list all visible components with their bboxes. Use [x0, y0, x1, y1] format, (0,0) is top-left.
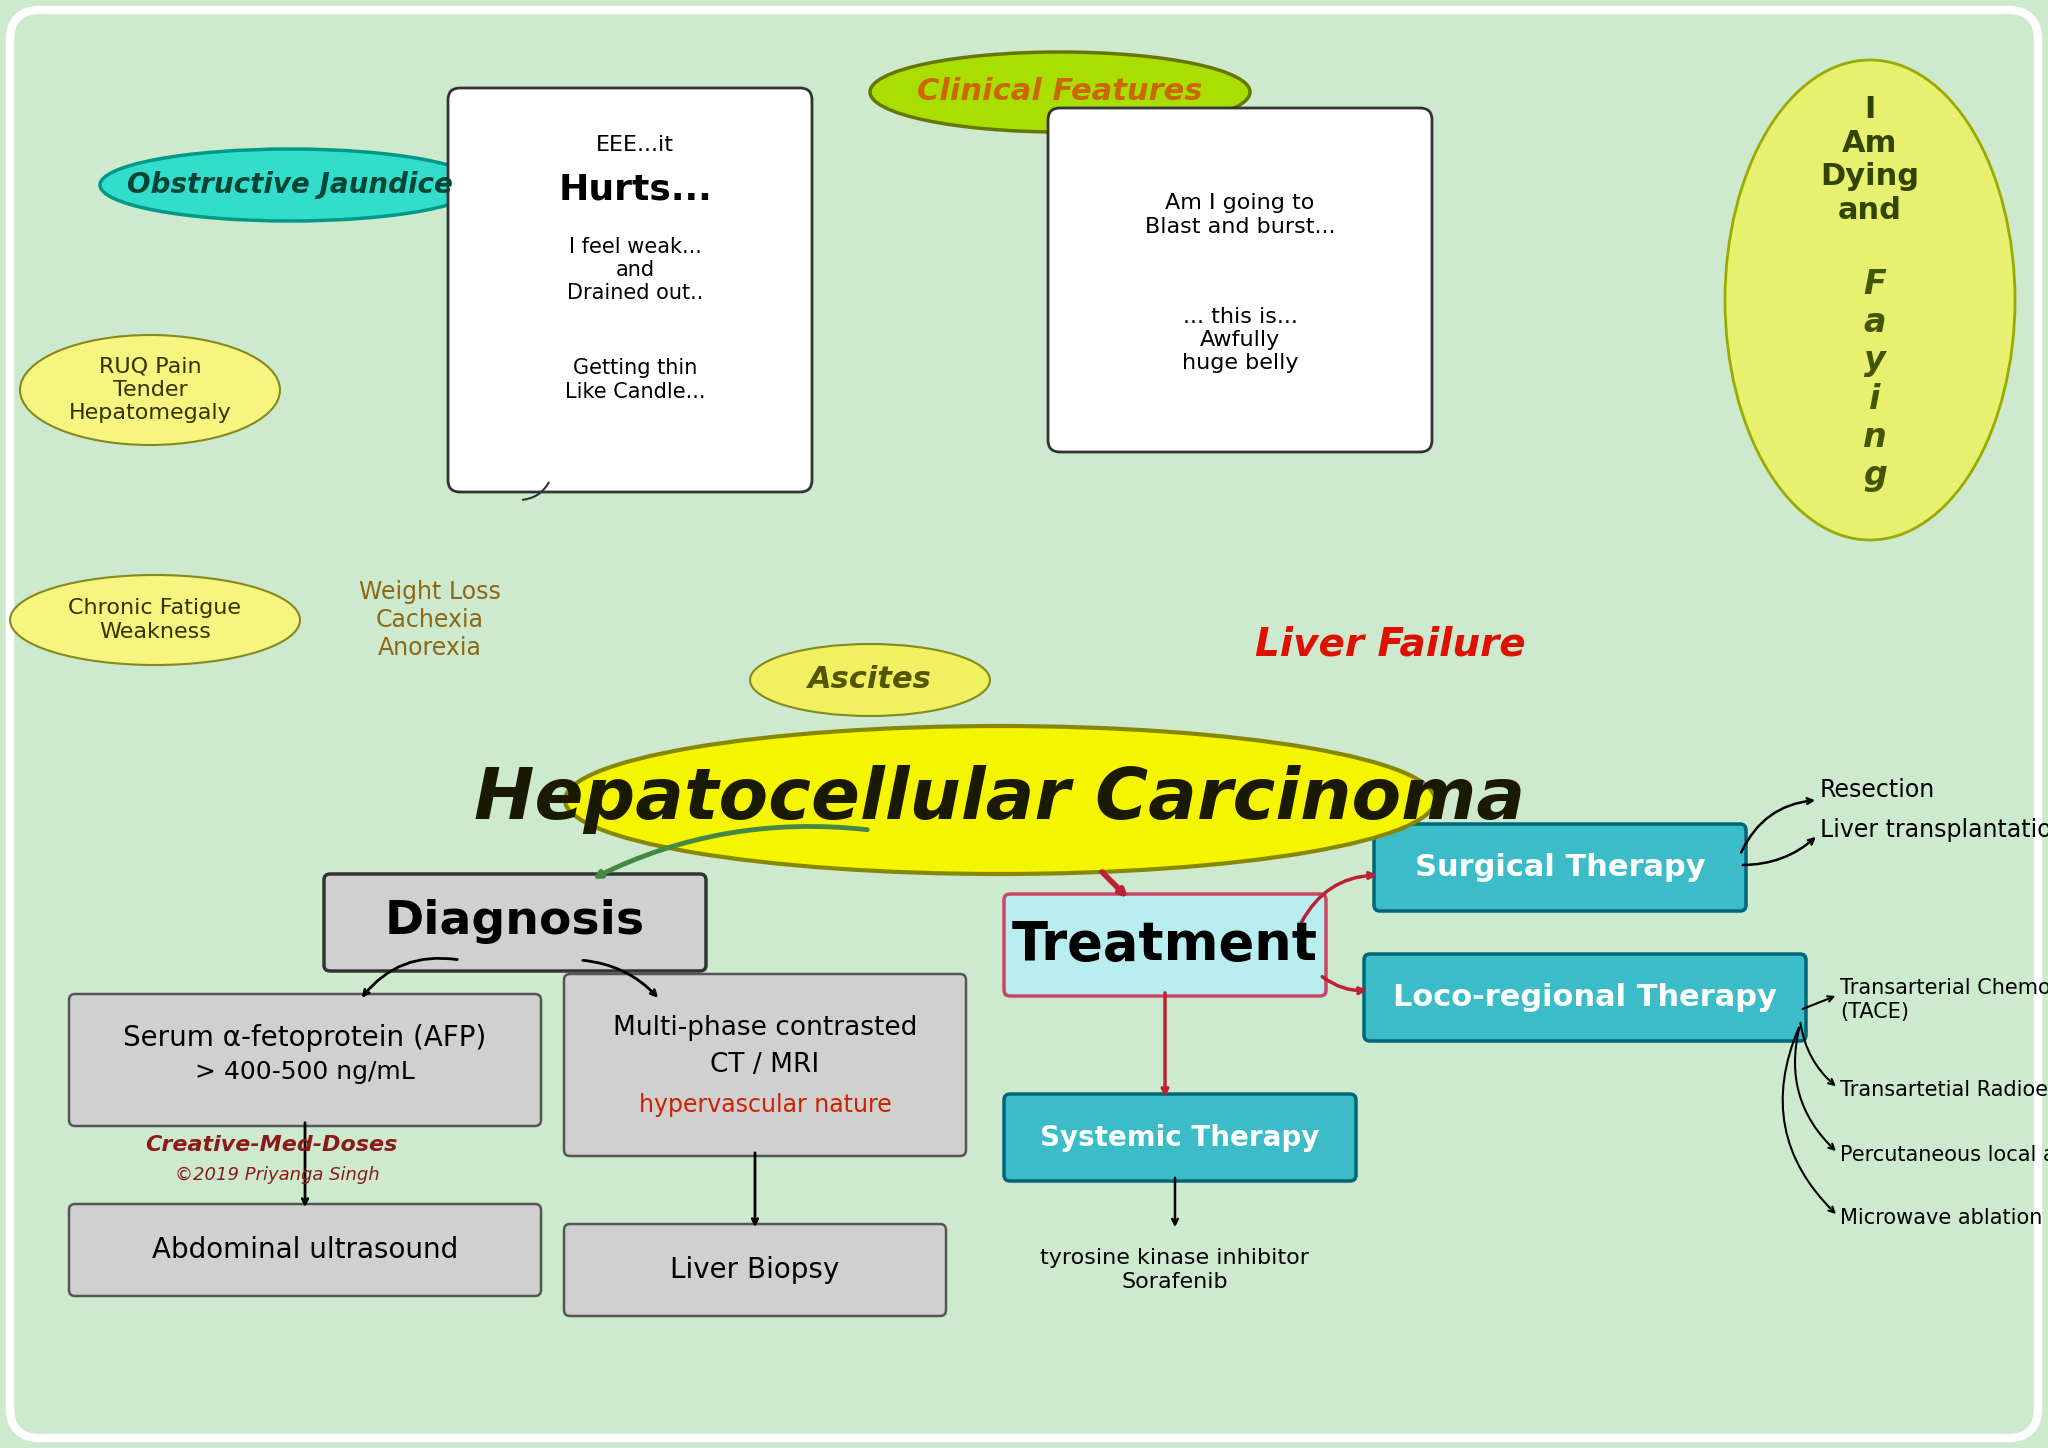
- Text: Clinical Features: Clinical Features: [918, 78, 1202, 107]
- Text: Systemic Therapy: Systemic Therapy: [1040, 1124, 1319, 1153]
- Text: Getting thin
Like Candle...: Getting thin Like Candle...: [565, 359, 705, 401]
- FancyBboxPatch shape: [563, 975, 967, 1156]
- Text: Weight Loss
Cachexia
Anorexia: Weight Loss Cachexia Anorexia: [358, 581, 502, 660]
- Text: Serum α-fetoprotein (AFP): Serum α-fetoprotein (AFP): [123, 1024, 487, 1053]
- Ellipse shape: [20, 334, 281, 445]
- Ellipse shape: [565, 725, 1436, 875]
- Text: EEE...it: EEE...it: [596, 135, 674, 155]
- Text: F
a
y
i
n
g: F a y i n g: [1864, 268, 1886, 492]
- Text: Resection: Resection: [1821, 778, 1935, 802]
- FancyBboxPatch shape: [70, 1203, 541, 1296]
- FancyBboxPatch shape: [563, 1224, 946, 1316]
- Text: Diagnosis: Diagnosis: [385, 899, 645, 944]
- FancyBboxPatch shape: [324, 875, 707, 972]
- Text: CT / MRI: CT / MRI: [711, 1053, 819, 1077]
- Text: Surgical Therapy: Surgical Therapy: [1415, 853, 1706, 882]
- Text: Liver Failure: Liver Failure: [1255, 626, 1526, 665]
- Text: I feel weak...
and
Drained out..: I feel weak... and Drained out..: [567, 237, 702, 303]
- FancyBboxPatch shape: [1374, 824, 1747, 911]
- Ellipse shape: [10, 575, 299, 665]
- Text: Liver transplantation: Liver transplantation: [1821, 818, 2048, 841]
- Ellipse shape: [750, 644, 989, 715]
- Text: Ascites: Ascites: [809, 666, 932, 695]
- FancyBboxPatch shape: [1004, 893, 1325, 996]
- Text: Creative-Med-Doses: Creative-Med-Doses: [145, 1135, 397, 1156]
- Text: I
Am
Dying
and: I Am Dying and: [1821, 96, 1919, 224]
- Text: Microwave ablation: Microwave ablation: [1839, 1208, 2042, 1228]
- Text: Transarterial Chemoembolization
(TACE): Transarterial Chemoembolization (TACE): [1839, 979, 2048, 1022]
- Text: Hurts...: Hurts...: [559, 172, 713, 207]
- Ellipse shape: [1724, 59, 2015, 540]
- FancyBboxPatch shape: [70, 993, 541, 1127]
- FancyBboxPatch shape: [1004, 1095, 1356, 1182]
- Text: RUQ Pain
Tender
Hepatomegaly: RUQ Pain Tender Hepatomegaly: [70, 356, 231, 423]
- Text: Treatment: Treatment: [1012, 919, 1319, 972]
- Text: Liver Biopsy: Liver Biopsy: [670, 1255, 840, 1284]
- Text: hypervascular nature: hypervascular nature: [639, 1093, 891, 1116]
- Ellipse shape: [870, 52, 1249, 132]
- FancyBboxPatch shape: [449, 88, 811, 492]
- Text: > 400-500 ng/mL: > 400-500 ng/mL: [195, 1060, 416, 1085]
- FancyBboxPatch shape: [1049, 109, 1432, 452]
- Text: Chronic Fatigue
Weakness: Chronic Fatigue Weakness: [68, 598, 242, 641]
- Text: Multi-phase contrasted: Multi-phase contrasted: [612, 1015, 918, 1041]
- Text: Am I going to
Blast and burst...: Am I going to Blast and burst...: [1145, 194, 1335, 236]
- Text: Transartetial Radioembolization: Transartetial Radioembolization: [1839, 1080, 2048, 1100]
- Text: Loco-regional Therapy: Loco-regional Therapy: [1393, 983, 1778, 1012]
- Text: Hepatocellular Carcinoma: Hepatocellular Carcinoma: [475, 766, 1526, 834]
- Ellipse shape: [100, 149, 479, 222]
- FancyBboxPatch shape: [1364, 954, 1806, 1041]
- Text: ©2019 Priyanga Singh: ©2019 Priyanga Singh: [174, 1166, 379, 1184]
- Text: ... this is...
Awfully
huge belly: ... this is... Awfully huge belly: [1182, 307, 1298, 374]
- Text: Abdominal ultrasound: Abdominal ultrasound: [152, 1237, 459, 1264]
- Text: tyrosine kinase inhibitor
Sorafenib: tyrosine kinase inhibitor Sorafenib: [1040, 1248, 1309, 1292]
- Text: Obstructive Jaundice: Obstructive Jaundice: [127, 171, 453, 198]
- FancyBboxPatch shape: [10, 10, 2038, 1438]
- Text: Percutaneous local ablation: Percutaneous local ablation: [1839, 1145, 2048, 1166]
